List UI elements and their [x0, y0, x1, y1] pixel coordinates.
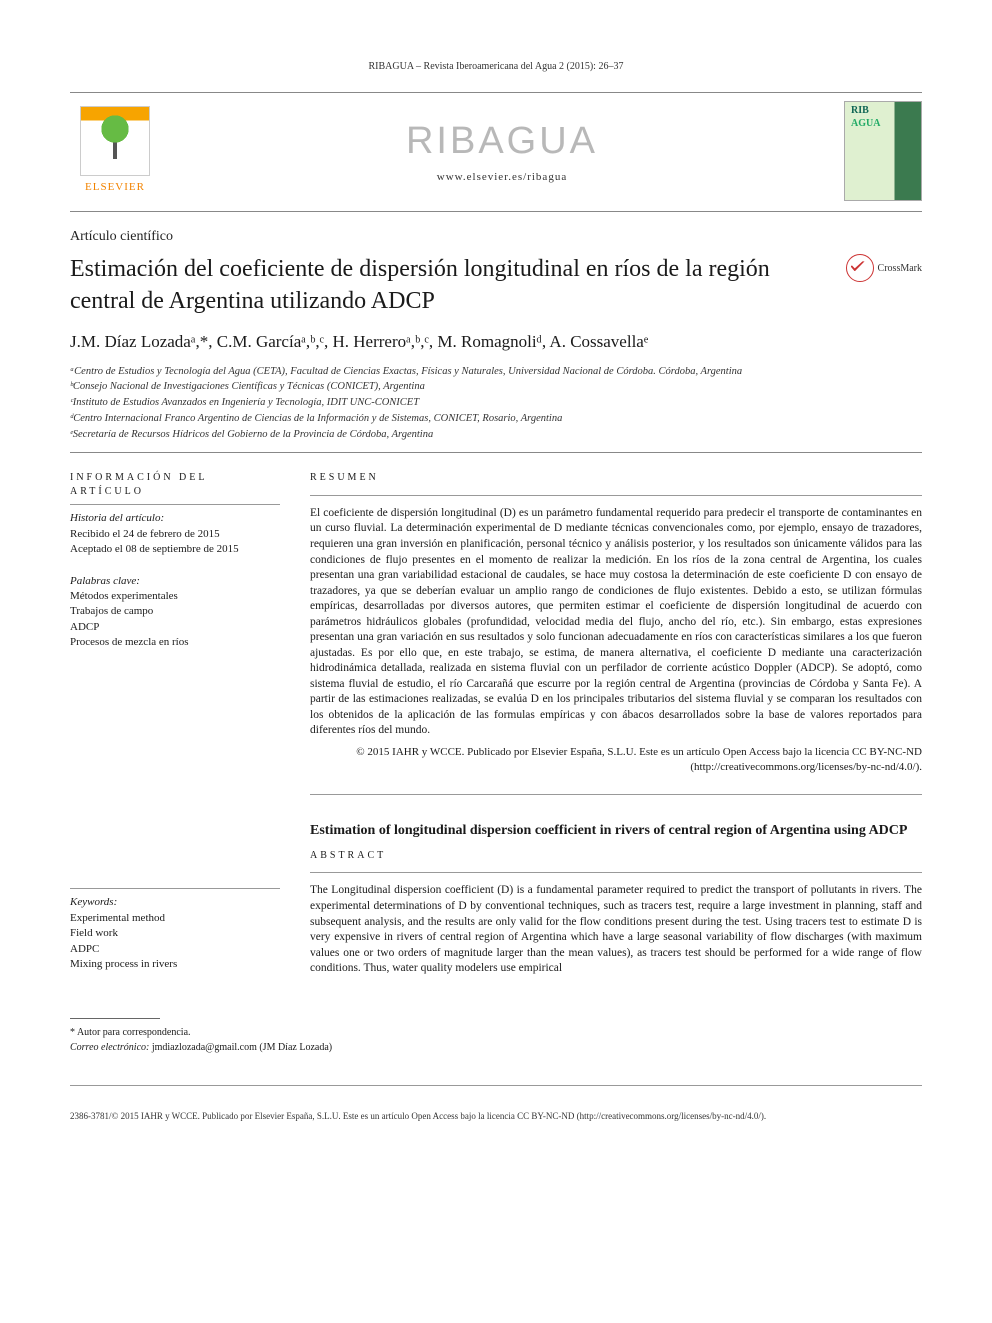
resumen-text: El coeficiente de dispersión longitudina… — [310, 506, 922, 739]
resumen-main: RESUMEN El coeficiente de dispersión lon… — [310, 471, 922, 774]
corr-star-line: * Autor para correspondencia. — [70, 1025, 922, 1040]
affiliations: ᵃCentro de Estudios y Tecnología del Agu… — [70, 364, 922, 443]
issn-copyright-line: 2386-3781/© 2015 IAHR y WCCE. Publicado … — [70, 1110, 922, 1122]
keyword-item: Métodos experimentales — [70, 589, 280, 604]
journal-cover-thumb: RIB AGUA — [844, 101, 922, 201]
elsevier-tree-icon — [80, 106, 150, 176]
english-title: Estimation of longitudinal dispersion co… — [310, 821, 922, 841]
journal-name-block: RIBAGUA www.elsevier.es/ribagua — [160, 116, 844, 184]
accepted-date: Aceptado el 08 de septiembre de 2015 — [70, 542, 280, 557]
abstract-section: Keywords: Experimental method Field work… — [70, 794, 922, 988]
keywords-en-block: Keywords: Experimental method Field work… — [70, 895, 280, 972]
email-label: Correo electrónico: — [70, 1042, 149, 1053]
affiliation-line: ᵈCentro Internacional Franco Argentino d… — [70, 411, 922, 427]
info-heading: INFORMACIÓN DEL ARTÍCULO — [70, 471, 280, 498]
journal-name: RIBAGUA — [160, 116, 844, 167]
article-title: Estimación del coeficiente de dispersión… — [70, 254, 826, 316]
affiliation-line: ᵃCentro de Estudios y Tecnología del Agu… — [70, 364, 922, 380]
cover-text-bottom: AGUA — [851, 117, 880, 131]
crossmark-badge[interactable]: CrossMark — [846, 254, 922, 282]
footer-divider — [70, 1085, 922, 1086]
running-header: RIBAGUA – Revista Iberoamericana del Agu… — [70, 60, 922, 74]
received-date: Recibido el 24 de febrero de 2015 — [70, 527, 280, 542]
keyword-item: ADCP — [70, 620, 280, 635]
keyword-item: ADPC — [70, 942, 280, 957]
copyright-es: © 2015 IAHR y WCCE. Publicado por Elsevi… — [310, 745, 922, 775]
journal-url[interactable]: www.elsevier.es/ribagua — [160, 170, 844, 185]
publisher-name: ELSEVIER — [85, 180, 145, 195]
abstract-text: The Longitudinal dispersion coefficient … — [310, 883, 922, 976]
article-info-sidebar: INFORMACIÓN DEL ARTÍCULO Historia del ar… — [70, 471, 280, 774]
cover-text-top: RIB — [851, 106, 869, 116]
keyword-item: Experimental method — [70, 911, 280, 926]
history-block: Historia del artículo: Recibido el 24 de… — [70, 511, 280, 557]
keyword-item: Procesos de mezcla en ríos — [70, 635, 280, 650]
history-label: Historia del artículo: — [70, 511, 280, 526]
article-type: Artículo científico — [70, 228, 922, 247]
publisher-logo: ELSEVIER — [70, 106, 160, 195]
crossmark-icon — [846, 254, 874, 282]
abstract-heading: ABSTRACT — [310, 849, 922, 863]
keyword-item: Trabajos de campo — [70, 604, 280, 619]
footnote-rule — [70, 1018, 160, 1019]
keywords-es-label: Palabras clave: — [70, 574, 280, 589]
abstract-main: Estimation of longitudinal dispersion co… — [310, 794, 922, 988]
divider — [70, 452, 922, 453]
keyword-item: Mixing process in rivers — [70, 957, 280, 972]
affiliation-line: ᵇConsejo Nacional de Investigaciones Cie… — [70, 379, 922, 395]
corr-email[interactable]: jmdiazlozada@gmail.com (JM Díaz Lozada) — [152, 1042, 332, 1053]
correspondence: * Autor para correspondencia. Correo ele… — [70, 1025, 922, 1055]
journal-header: ELSEVIER RIBAGUA www.elsevier.es/ribagua… — [70, 92, 922, 212]
keywords-en-sidebar: Keywords: Experimental method Field work… — [70, 794, 280, 988]
affiliation-line: ᵉSecretaría de Recursos Hídricos del Gob… — [70, 427, 922, 443]
crossmark-label: CrossMark — [878, 262, 922, 276]
keywords-en-label: Keywords: — [70, 895, 280, 910]
keywords-es-block: Palabras clave: Métodos experimentales T… — [70, 574, 280, 651]
resumen-section: INFORMACIÓN DEL ARTÍCULO Historia del ar… — [70, 471, 922, 774]
resumen-heading: RESUMEN — [310, 471, 922, 485]
affiliation-line: ᶜInstituto de Estudios Avanzados en Inge… — [70, 395, 922, 411]
author-list: J.M. Díaz Lozadaᵃ,*, C.M. Garcíaᵃ,ᵇ,ᶜ, H… — [70, 331, 922, 354]
keyword-item: Field work — [70, 926, 280, 941]
